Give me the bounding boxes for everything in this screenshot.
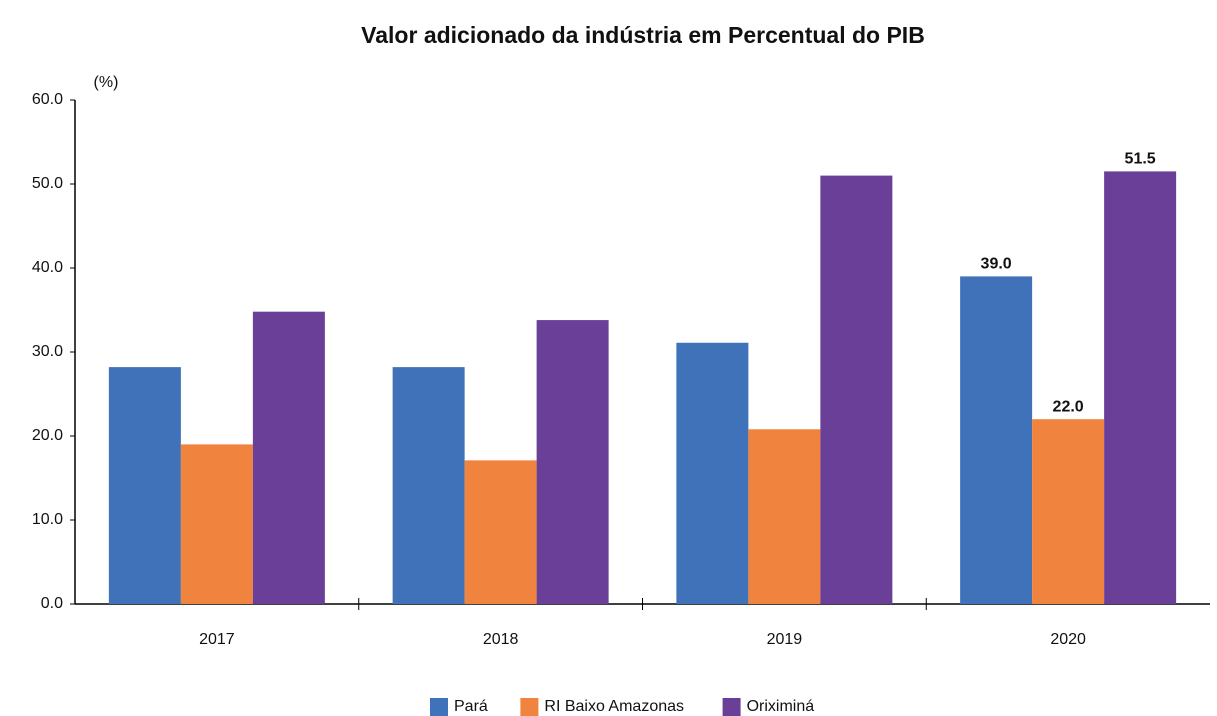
bar — [536, 320, 609, 604]
bar — [252, 311, 325, 604]
legend-swatch — [722, 698, 741, 716]
y-tick-label: 40.0 — [32, 259, 63, 276]
chart-title: Valor adicionado da indústria em Percent… — [361, 22, 925, 48]
y-axis-label: (%) — [94, 74, 119, 91]
bar — [1032, 419, 1105, 604]
x-tick-label: 2019 — [767, 631, 803, 648]
legend-label: Pará — [454, 698, 488, 715]
legend-swatch — [430, 698, 448, 716]
bar — [820, 175, 893, 604]
y-tick-label: 30.0 — [32, 343, 63, 360]
y-tick-label: 60.0 — [32, 91, 63, 108]
x-tick-label: 2017 — [199, 631, 235, 648]
value-label: 22.0 — [1053, 398, 1084, 415]
y-tick-label: 20.0 — [32, 427, 63, 444]
bar — [748, 429, 821, 604]
x-tick-label: 2018 — [483, 631, 519, 648]
bar — [1104, 171, 1177, 604]
y-tick-label: 0.0 — [41, 595, 63, 612]
bar — [960, 276, 1033, 604]
y-tick-label: 50.0 — [32, 175, 63, 192]
y-tick-label: 10.0 — [32, 511, 63, 528]
bar — [108, 367, 181, 604]
value-label: 39.0 — [981, 256, 1012, 273]
bar — [180, 444, 253, 604]
x-tick-label: 2020 — [1050, 631, 1086, 648]
legend-label: Oriximiná — [747, 698, 815, 715]
bar — [464, 460, 537, 604]
value-label: 51.5 — [1125, 151, 1156, 168]
bar — [676, 342, 749, 604]
legend-label: RI Baixo Amazonas — [544, 698, 684, 715]
legend-swatch — [520, 698, 539, 716]
bar — [392, 367, 465, 604]
